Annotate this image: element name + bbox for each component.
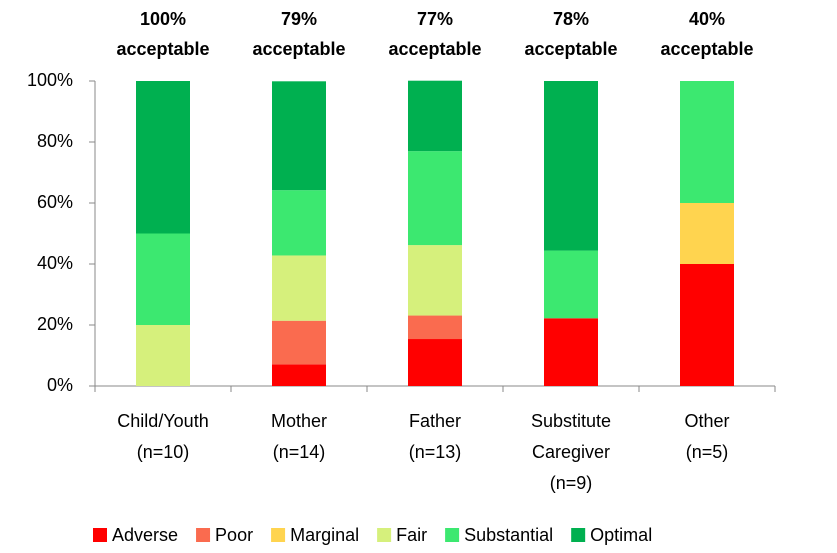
annotation: 79%	[281, 9, 317, 29]
annotation: acceptable	[252, 39, 345, 59]
annotation: acceptable	[660, 39, 753, 59]
legend-swatch	[571, 528, 586, 542]
x-tick-label: Other	[684, 411, 729, 431]
legend-swatch	[93, 528, 107, 542]
bar-segment	[272, 320, 326, 365]
legend-swatch	[445, 528, 460, 542]
bar-segment	[272, 255, 326, 321]
x-tick-label: (n=9)	[550, 473, 593, 493]
legend-swatch	[196, 528, 211, 542]
legend-swatch	[271, 528, 286, 542]
bar-segment	[272, 364, 326, 386]
x-tick-label: Caregiver	[532, 442, 610, 462]
x-tick-label: (n=5)	[686, 442, 729, 462]
legend-label: Optimal	[590, 525, 652, 545]
y-tick-label: 100%	[27, 70, 73, 90]
bar-segment	[272, 190, 326, 256]
bar-segment	[408, 151, 462, 246]
bar-segment	[408, 315, 462, 340]
bar-segment	[408, 245, 462, 316]
bar-segment	[136, 81, 190, 234]
bar-segment	[680, 203, 734, 264]
x-tick-label: (n=13)	[409, 442, 462, 462]
bar-segment	[544, 250, 598, 319]
x-tick-label: Mother	[271, 411, 327, 431]
legend-swatch	[377, 528, 392, 542]
legend-label: Substantial	[464, 525, 553, 545]
bar-segment	[680, 81, 734, 203]
annotation: acceptable	[524, 39, 617, 59]
annotation: acceptable	[388, 39, 481, 59]
bar-segment	[408, 339, 462, 386]
x-tick-label: (n=10)	[137, 442, 190, 462]
bar-segment	[544, 318, 598, 386]
bar-segment	[136, 325, 190, 386]
bar-segment	[272, 81, 326, 191]
bar-segment	[136, 233, 190, 325]
x-tick-label: Father	[409, 411, 461, 431]
y-tick-label: 80%	[37, 131, 73, 151]
bar-segment	[544, 81, 598, 251]
y-tick-label: 20%	[37, 314, 73, 334]
annotation: 77%	[417, 9, 453, 29]
y-tick-label: 40%	[37, 253, 73, 273]
legend-label: Fair	[396, 525, 427, 545]
annotation: 78%	[553, 9, 589, 29]
x-tick-label: (n=14)	[273, 442, 326, 462]
y-tick-label: 60%	[37, 192, 73, 212]
annotation: acceptable	[116, 39, 209, 59]
x-tick-label: Substitute	[531, 411, 611, 431]
legend-label: Adverse	[112, 525, 178, 545]
bar-segment	[680, 264, 734, 386]
legend-label: Marginal	[290, 525, 359, 545]
y-tick-label: 0%	[47, 375, 73, 395]
legend-label: Poor	[215, 525, 253, 545]
bar-segment	[408, 80, 462, 152]
x-tick-label: Child/Youth	[117, 411, 208, 431]
annotation: 100%	[140, 9, 186, 29]
annotation: 40%	[689, 9, 725, 29]
